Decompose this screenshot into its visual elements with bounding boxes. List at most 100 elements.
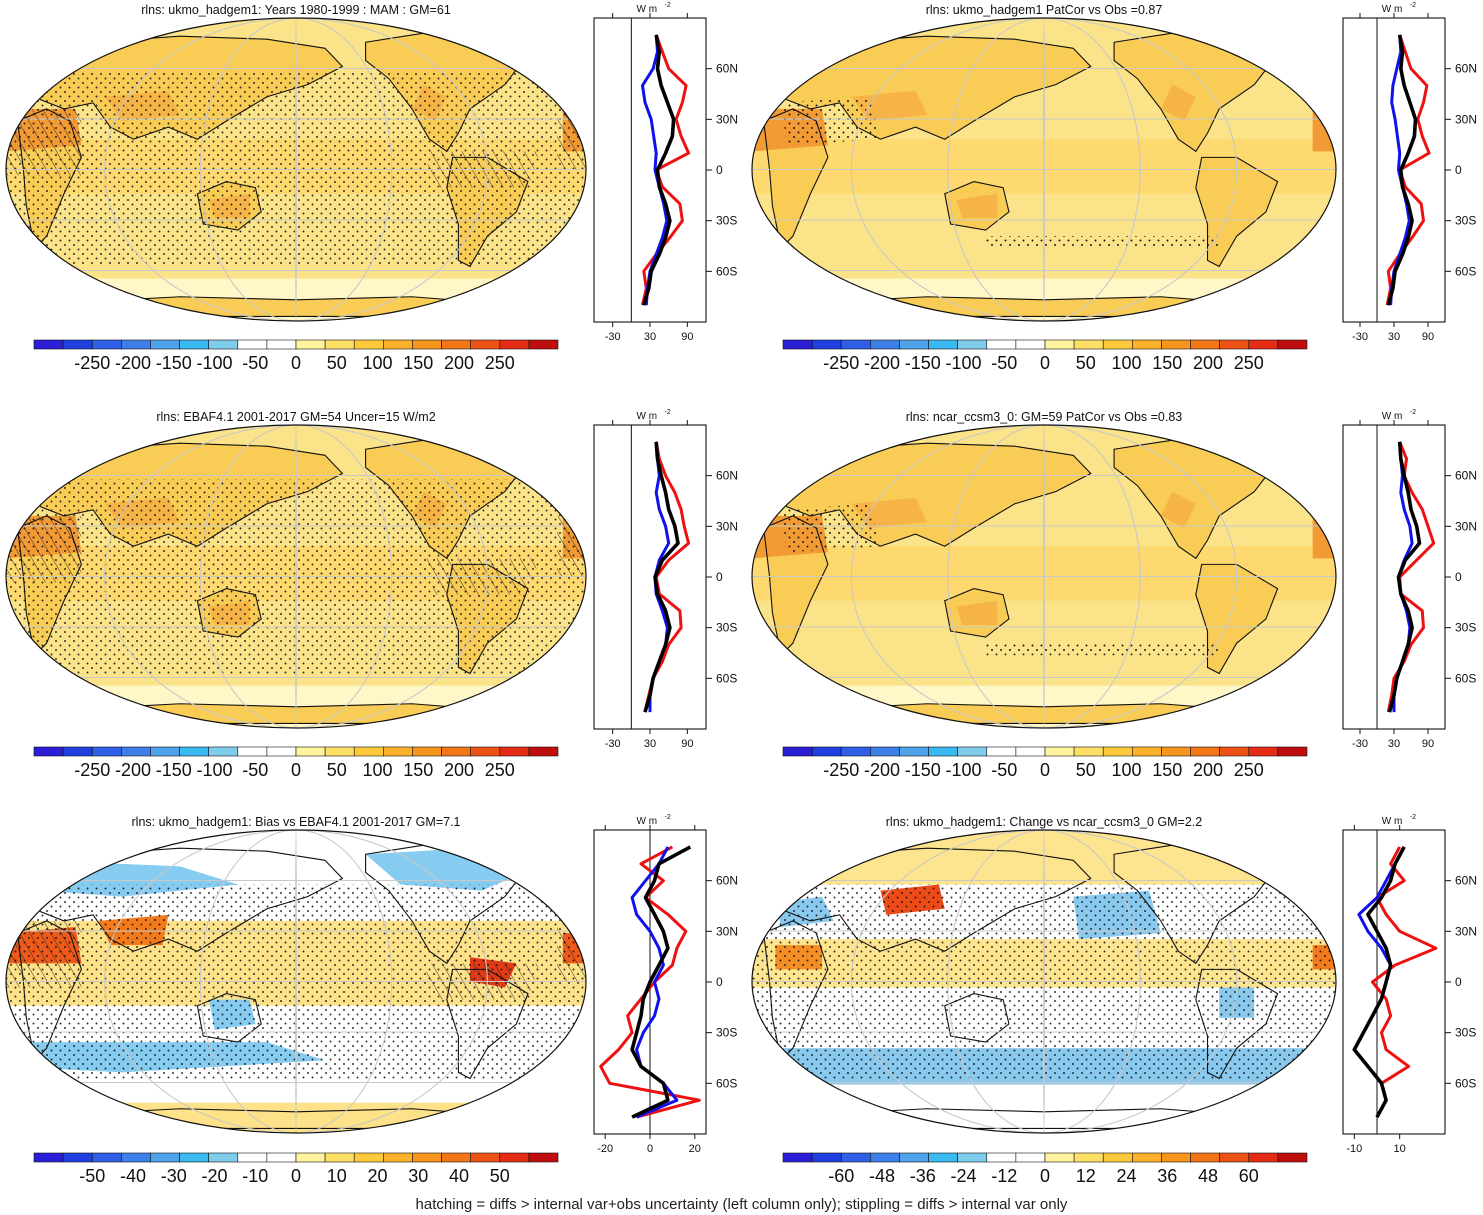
hatching-africa <box>6 108 82 176</box>
colorbar-cell <box>91 746 122 757</box>
coast-australia <box>196 181 262 231</box>
colorbar-cell <box>121 1152 151 1163</box>
profile-ytick-label: 60S <box>716 1076 737 1090</box>
colorbar-tick-label: 0 <box>291 353 301 373</box>
profile-ytick-label: 30S <box>1455 621 1476 635</box>
colorbar-cell <box>1132 1152 1162 1163</box>
colorbar-cell <box>499 339 530 350</box>
colorbar-cell <box>383 746 413 757</box>
colorbar-cell <box>957 746 988 757</box>
panel-p2: rlns: ukmo_hadgem1 PatCor vs Obs =0.87 <box>751 3 1337 322</box>
profile-ytick-label: 30N <box>716 112 738 126</box>
colorbar-cell <box>899 746 929 757</box>
profile-series-black <box>642 34 676 306</box>
profile-series-black <box>643 441 680 713</box>
colorbar-cell <box>1161 1152 1191 1163</box>
colorbar-tick-label: -250 <box>74 353 110 373</box>
profile-xtick-label: 0 <box>647 1143 653 1155</box>
graticule-lon <box>199 18 393 321</box>
colorbar-tick-label: 100 <box>1111 353 1141 373</box>
colorbar-tick-label: -100 <box>945 353 981 373</box>
colorbar-tick-label: 150 <box>1152 760 1182 780</box>
colorbar-cell <box>179 1152 209 1163</box>
panel-p6: rlns: ukmo_hadgem1: Change vs ncar_ccsm3… <box>751 815 1337 1134</box>
profile-series-blue <box>1389 34 1411 306</box>
colorbar-cell <box>528 746 559 757</box>
profile-unit: W m <box>637 4 658 15</box>
colorbar-cell <box>899 1152 929 1163</box>
profile-unit-sup: -2 <box>665 814 671 821</box>
profile-xtick-label: -30 <box>605 738 621 750</box>
colorbar-tick-label: -36 <box>910 1166 936 1186</box>
panel-p1: rlns: ukmo_hadgem1: Years 1980-1999 : MA… <box>5 3 587 322</box>
hatching-africa <box>6 920 82 988</box>
colorbar-tick-label: -60 <box>828 1166 854 1186</box>
colorbar-tick-label: 0 <box>1040 353 1050 373</box>
hatching-africa <box>6 515 82 583</box>
map-title: rlns: ukmo_hadgem1: Years 1980-1999 : MA… <box>141 3 451 17</box>
colorbar-tick-label: 0 <box>1040 1166 1050 1186</box>
colorbar-tick-label: 50 <box>327 353 347 373</box>
colorbar-cell <box>91 339 122 350</box>
colorbar-cell <box>1277 746 1308 757</box>
profile-ytick-label: 0 <box>1455 163 1462 177</box>
colorbar-tick-label: 20 <box>367 1166 387 1186</box>
land-eurasia <box>763 443 1091 547</box>
land-eurasia <box>763 36 1091 140</box>
colorbar-tick-label: -10 <box>242 1166 268 1186</box>
colorbar-cell <box>1044 339 1075 350</box>
colorbar-cell <box>441 339 471 350</box>
profile-xtick-label: 90 <box>1422 738 1434 750</box>
colorbar-p6: -60 -48 -36 -24 -12 0 12 24 36 48 60 <box>782 1152 1308 1186</box>
colorbar-tick-label: 0 <box>291 1166 301 1186</box>
colorbar-cell <box>870 339 900 350</box>
colorbar-cell <box>840 746 871 757</box>
colorbar-cell <box>499 746 530 757</box>
colorbar-tick-label: 200 <box>1193 353 1223 373</box>
stippling-south <box>985 236 1220 249</box>
colorbar-cell <box>782 1152 813 1163</box>
colorbar-cell <box>986 339 1017 350</box>
colorbar-cell <box>1132 339 1162 350</box>
profile-series-black <box>630 845 692 1119</box>
profile-ytick-label: 60S <box>1455 264 1476 278</box>
map-field <box>752 830 1336 1133</box>
panel-p5: rlns: ukmo_hadgem1: Bias vs EBAF4.1 2001… <box>5 815 587 1134</box>
profile-xtick-label: 90 <box>681 738 693 750</box>
profile-ytick-label: 60N <box>1455 874 1477 888</box>
colorbar-cell <box>353 1152 384 1163</box>
coast-australia <box>944 993 1010 1043</box>
hot-mexico <box>1160 84 1196 122</box>
profile-p6: 60N 30N 0 30S 60S -10 10 W m -2 <box>1342 814 1477 1155</box>
colorbar-tick-label: -24 <box>950 1166 976 1186</box>
profile-ytick-label: 30S <box>1455 1026 1476 1040</box>
colorbar-cell <box>1248 339 1279 350</box>
colorbar-cell <box>928 746 958 757</box>
map-border <box>751 829 1337 1134</box>
colorbar-cell <box>441 746 471 757</box>
profile-xtick-label: -30 <box>605 331 621 343</box>
colorbar-cell <box>811 1152 842 1163</box>
profile-xtick-label: 20 <box>689 1143 701 1155</box>
colorbar-tick-label: 200 <box>444 760 474 780</box>
coast-africa <box>17 108 82 250</box>
profile-xtick-label: 30 <box>1388 331 1400 343</box>
map-title: rlns: ukmo_hadgem1: Change vs ncar_ccsm3… <box>886 815 1203 829</box>
colorbar-tick-label: 50 <box>490 1166 510 1186</box>
profile-unit-sup: -2 <box>1410 409 1416 416</box>
colorbar-p2: -250 -200 -150 -100 -50 0 50 100 150 200 250 <box>782 339 1308 373</box>
graticule-lon <box>850 830 1238 1133</box>
land-namerica <box>1114 33 1278 152</box>
panel-p4: rlns: ncar_ccsm3_0: GM=59 PatCor vs Obs … <box>751 410 1337 729</box>
coast-africa <box>763 108 829 250</box>
hatching-east <box>557 515 586 577</box>
colorbar-tick-label: -200 <box>864 353 900 373</box>
profile-ytick-label: 30S <box>716 621 737 635</box>
coast-africa <box>763 920 829 1062</box>
profile-ytick-label: 30S <box>716 1026 737 1040</box>
coast-eurasia <box>16 847 344 952</box>
stippling-africa <box>781 96 881 146</box>
colorbar-cell <box>470 339 501 350</box>
profile-ytick-label: 60S <box>716 264 737 278</box>
colorbar-cell <box>1219 339 1250 350</box>
